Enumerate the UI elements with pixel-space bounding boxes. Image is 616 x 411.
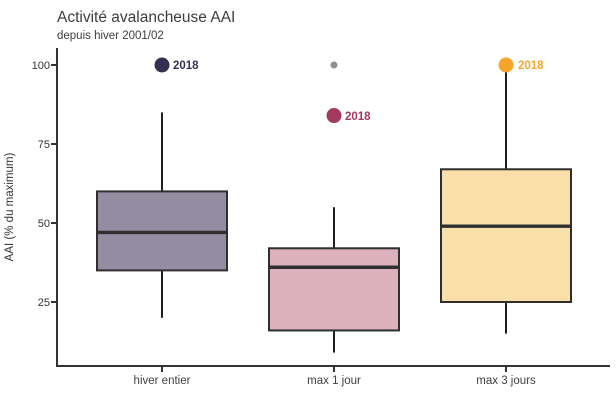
x-tick-label-max-3-jours: max 3 jours <box>476 375 536 387</box>
y-tick-label-25: 25 <box>38 297 50 309</box>
outlier-dot <box>330 61 338 69</box>
chart-title: Activité avalancheuse AAI <box>57 9 235 26</box>
box <box>440 168 572 303</box>
point-label-2018-max-1-jour: 2018 <box>345 111 371 123</box>
point-label-2018-hiver-entier: 2018 <box>173 60 199 72</box>
point-label-2018-max-3-jours: 2018 <box>518 60 544 72</box>
plot-area <box>51 57 572 372</box>
x-tick-label-max-1-jour: max 1 jour <box>307 375 361 387</box>
chart-subtitle: depuis hiver 2001/02 <box>57 30 164 42</box>
y-tick-label-100: 100 <box>32 60 50 72</box>
y-tick-label-75: 75 <box>38 139 50 151</box>
box <box>268 247 400 332</box>
y-tick-label-50: 50 <box>38 218 50 230</box>
point-2018-dot <box>326 108 342 124</box>
point-2018-dot <box>154 57 170 73</box>
x-tick-label-hiver-entier: hiver entier <box>134 375 191 387</box>
point-2018-dot <box>498 57 514 73</box>
y-axis-label: AAI (% du maximum) <box>4 153 16 262</box>
